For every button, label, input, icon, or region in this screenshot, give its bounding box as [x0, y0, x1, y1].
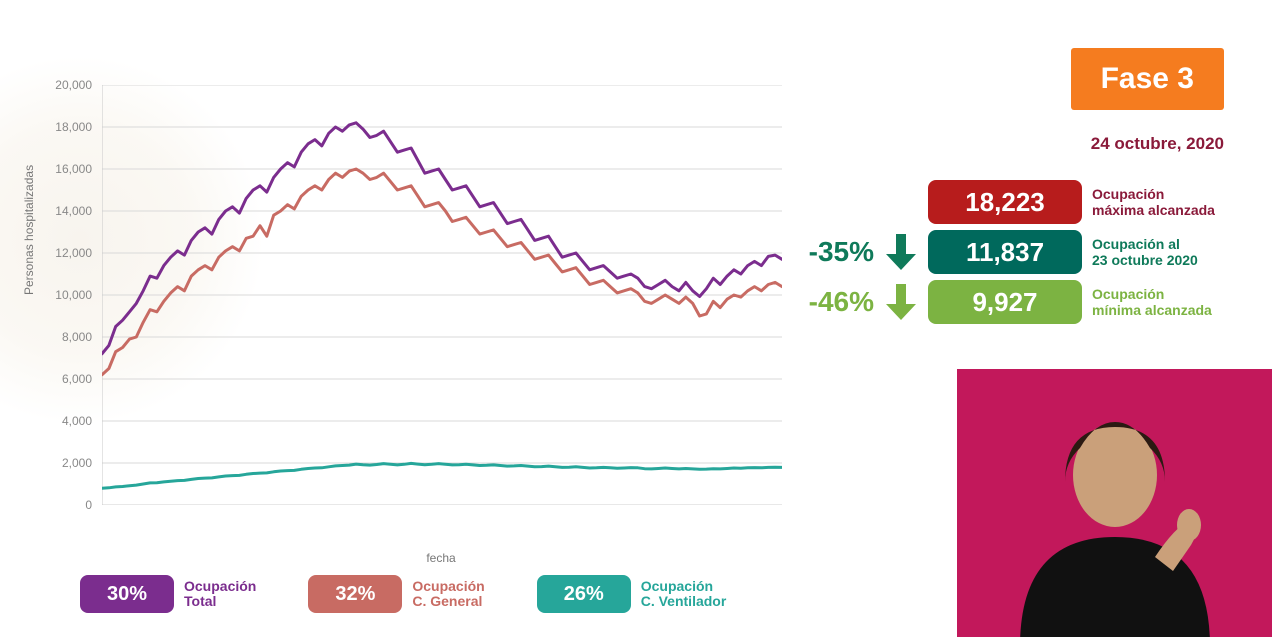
- legend-percent-badge: 30%: [80, 575, 174, 613]
- legend-percent-badge: 32%: [308, 575, 402, 613]
- y-tick-label: 20,000: [55, 78, 92, 92]
- chart-container: Personas hospitalizadas 02,0004,0006,000…: [30, 85, 790, 515]
- stat-row: -46% 9,927 Ocupaciónmínima alcanzada: [772, 280, 1252, 324]
- y-tick-label: 6,000: [62, 372, 92, 386]
- legend-label: OcupaciónC. Ventilador: [641, 579, 727, 610]
- report-date: 24 octubre, 2020: [1091, 134, 1224, 154]
- phase-badge: Fase 3: [1071, 48, 1224, 110]
- stat-percentage: -46%: [784, 286, 874, 318]
- person-silhouette-icon: [995, 397, 1235, 637]
- stat-label: Ocupaciónmáxima alcanzada: [1092, 186, 1252, 218]
- stat-value-pill: 9,927: [928, 280, 1082, 324]
- stat-percentage: -35%: [784, 236, 874, 268]
- legend-item: 26% OcupaciónC. Ventilador: [537, 575, 727, 613]
- stat-label: Ocupaciónmínima alcanzada: [1092, 286, 1252, 318]
- y-tick-label: 14,000: [55, 204, 92, 218]
- series-general: [102, 169, 782, 375]
- y-tick-label: 10,000: [55, 288, 92, 302]
- y-tick-label: 18,000: [55, 120, 92, 134]
- arrow-down-icon: [884, 232, 918, 272]
- legend-label: OcupaciónC. General: [412, 579, 484, 610]
- stat-value-pill: 18,223: [928, 180, 1082, 224]
- line-chart: [102, 85, 782, 505]
- stat-row: 18,223 Ocupaciónmáxima alcanzada: [772, 180, 1252, 224]
- legend-percent-badge: 26%: [537, 575, 631, 613]
- arrow-down-icon: [884, 282, 918, 322]
- legend-label: OcupaciónTotal: [184, 579, 256, 610]
- y-tick-label: 2,000: [62, 456, 92, 470]
- stats-panel: 18,223 Ocupaciónmáxima alcanzada -35% 11,83…: [772, 180, 1252, 330]
- y-tick-label: 8,000: [62, 330, 92, 344]
- y-tick-label: 12,000: [55, 246, 92, 260]
- phase-label: Fase 3: [1101, 62, 1194, 95]
- chart-legend: 30% OcupaciónTotal 32% OcupaciónC. General 2…: [80, 575, 726, 613]
- stat-label: Ocupación al23 octubre 2020: [1092, 236, 1252, 268]
- y-tick-label: 16,000: [55, 162, 92, 176]
- legend-item: 30% OcupaciónTotal: [80, 575, 256, 613]
- y-tick-label: 0: [85, 498, 92, 512]
- stat-value-pill: 11,837: [928, 230, 1082, 274]
- chart-y-tick-labels: 02,0004,0006,0008,00010,00012,00014,0001…: [30, 85, 98, 505]
- series-total: [102, 123, 782, 354]
- series-ventilador: [102, 463, 782, 488]
- sign-language-interpreter-pip: [957, 369, 1272, 637]
- legend-item: 32% OcupaciónC. General: [308, 575, 484, 613]
- chart-x-axis-label: fecha: [102, 551, 780, 565]
- stat-row: -35% 11,837 Ocupación al23 octubre 2020: [772, 230, 1252, 274]
- y-tick-label: 4,000: [62, 414, 92, 428]
- arrow-down-icon: [884, 182, 918, 222]
